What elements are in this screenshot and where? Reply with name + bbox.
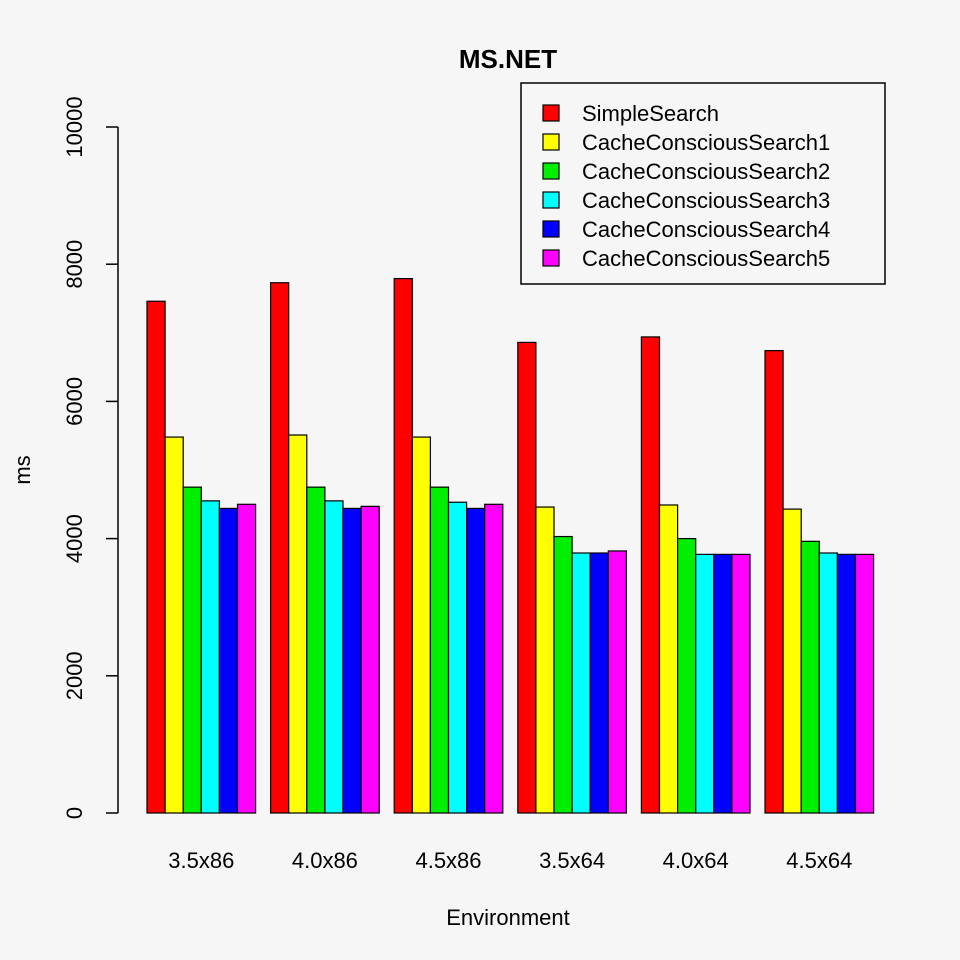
legend-label: CacheConsciousSearch4 [582,217,830,242]
bar [182,486,202,814]
bar [200,500,221,814]
legend-label: CacheConsciousSearch5 [582,246,830,271]
bar [713,553,733,814]
bar [270,282,290,814]
legend-box [520,82,886,285]
bar [324,500,344,814]
bar [695,553,715,814]
x-tick-label: 3.5x64 [539,848,605,873]
legend-label: CacheConsciousSearch3 [582,188,830,213]
bar [836,553,857,814]
bars [146,278,875,814]
legend-swatch [542,162,560,180]
y-tick-label: 10000 [62,96,87,157]
bar [393,278,413,814]
y-tick-label: 0 [62,807,87,819]
bar [218,507,239,814]
bar [146,300,166,814]
x-axis-labels: 3.5x86 4.0x86 4.5x86 3.5x64 4.0x64 4.5x64 [168,848,852,873]
legend-swatch [542,133,560,151]
bar [447,501,468,814]
legend-label: CacheConsciousSearch1 [582,130,830,155]
bar [360,505,380,814]
legend-label: CacheConsciousSearch2 [582,159,830,184]
chart-title: MS.NET [459,44,557,74]
bar [342,507,362,814]
bar [411,436,431,814]
bar [535,506,555,814]
bar [818,552,838,814]
bar [854,553,875,814]
bar [640,336,661,814]
bar [800,540,820,814]
x-axis-title: Environment [446,905,570,930]
y-axis: 0 2000 4000 6000 8000 10000 [62,96,119,819]
bar [517,341,537,814]
legend-swatch [542,104,560,122]
bar [466,507,486,814]
bar [288,434,308,814]
bar [306,486,326,814]
bar [782,508,802,814]
bar [553,535,573,814]
legend-label: SimpleSearch [582,101,719,126]
bar [571,552,591,814]
legend-swatch [542,249,560,267]
y-tick-label: 8000 [62,240,87,289]
bar [658,504,679,814]
legend-swatch [542,220,560,238]
x-tick-label: 4.0x64 [663,848,729,873]
y-tick-label: 6000 [62,377,87,426]
legend: SimpleSearch CacheConsciousSearch1 CacheCo… [520,82,886,285]
bar [429,486,450,814]
bar [731,553,751,814]
x-tick-label: 4.5x86 [415,848,481,873]
x-tick-label: 3.5x86 [168,848,234,873]
bar [607,550,627,814]
x-tick-label: 4.0x86 [292,848,358,873]
bar [164,436,184,814]
y-tick-label: 2000 [62,651,87,700]
bar [589,552,609,814]
bar [676,537,697,814]
bar [484,503,504,814]
legend-swatch [542,191,560,209]
bar [236,503,257,814]
y-tick-label: 4000 [62,514,87,563]
bar [764,350,784,814]
x-tick-label: 4.5x64 [786,848,852,873]
y-axis-title: ms [10,455,35,484]
